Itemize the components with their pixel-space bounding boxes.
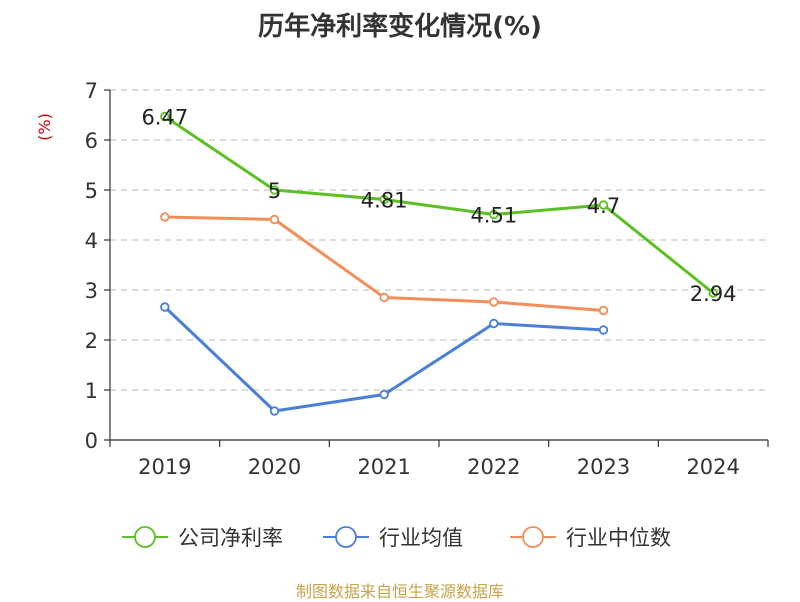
- x-tick-label-2023: 2023: [577, 455, 630, 479]
- axes: 0 1 2 3 4 5 6 7 (%) 2019 2020 2021 2022 2023 2024: [35, 79, 769, 479]
- series-0-point-2022: [489, 209, 499, 220]
- y-axis-label: (%): [35, 113, 54, 141]
- y-tick-label-3: 3: [85, 279, 98, 303]
- data-label-2023: 4.7: [587, 194, 620, 218]
- y-tick-label-7: 7: [85, 79, 98, 103]
- series-0-point-2019: [160, 111, 170, 122]
- legend-marker-2: [522, 526, 544, 548]
- y-tick-label-4: 4: [85, 229, 98, 253]
- series-2-point-2022: [489, 297, 499, 307]
- y-tick-label-5: 5: [85, 179, 98, 203]
- series-1-point-2023: [598, 325, 609, 335]
- series-1-point-2022: [489, 318, 499, 329]
- series-2-point-2023: [598, 305, 609, 316]
- series-1-point-2020: [269, 406, 280, 416]
- series-0-point-2024: [708, 288, 718, 298]
- y-tick-label-6: 6: [85, 129, 98, 153]
- series-line-0: [163, 115, 715, 295]
- series-2-point-2019: [160, 212, 170, 222]
- series-2-point-2021: [379, 292, 389, 303]
- legend-label-1: 行业均值: [379, 526, 463, 550]
- x-tick-label-2021: 2021: [357, 455, 410, 479]
- x-tick-label-2020: 2020: [248, 455, 301, 479]
- legend-marker-0: [134, 526, 156, 548]
- x-tick-label-2019: 2019: [138, 455, 191, 479]
- chart-title: 历年净利率变化情况(%): [258, 12, 542, 42]
- data-labels: 6.47 5 4.81 4.51 4.7 2.94: [141, 106, 736, 307]
- data-label-2024: 2.94: [690, 282, 737, 306]
- legend-label-0: 公司净利率: [178, 526, 283, 550]
- x-tick-label-2024: 2024: [686, 455, 739, 479]
- x-tick-label-2022: 2022: [467, 455, 520, 479]
- series-lines: [160, 111, 718, 416]
- y-tick-label-1: 1: [85, 379, 98, 403]
- legend: 公司净利率 行业均值 行业中位数: [122, 526, 671, 550]
- data-label-2019: 6.47: [141, 106, 188, 130]
- legend-label-2: 行业中位数: [566, 526, 671, 550]
- legend-marker-1: [335, 526, 357, 548]
- data-label-2021: 4.81: [361, 189, 408, 213]
- y-tick-label-2: 2: [85, 329, 98, 353]
- data-label-2020: 5: [268, 179, 281, 203]
- series-0-point-2021: [379, 194, 389, 205]
- data-label-2022: 4.51: [470, 204, 517, 228]
- series-0-point-2020: [269, 185, 280, 195]
- series-0-point-2023: [598, 200, 609, 210]
- y-tick-label-0: 0: [85, 429, 98, 453]
- series-2-point-2020: [269, 214, 280, 225]
- grid-lines: [110, 89, 768, 391]
- series-1-point-2021: [379, 389, 389, 400]
- series-1-point-2019: [160, 302, 170, 312]
- data-source-note: 制图数据来自恒生聚源数据库: [295, 582, 504, 601]
